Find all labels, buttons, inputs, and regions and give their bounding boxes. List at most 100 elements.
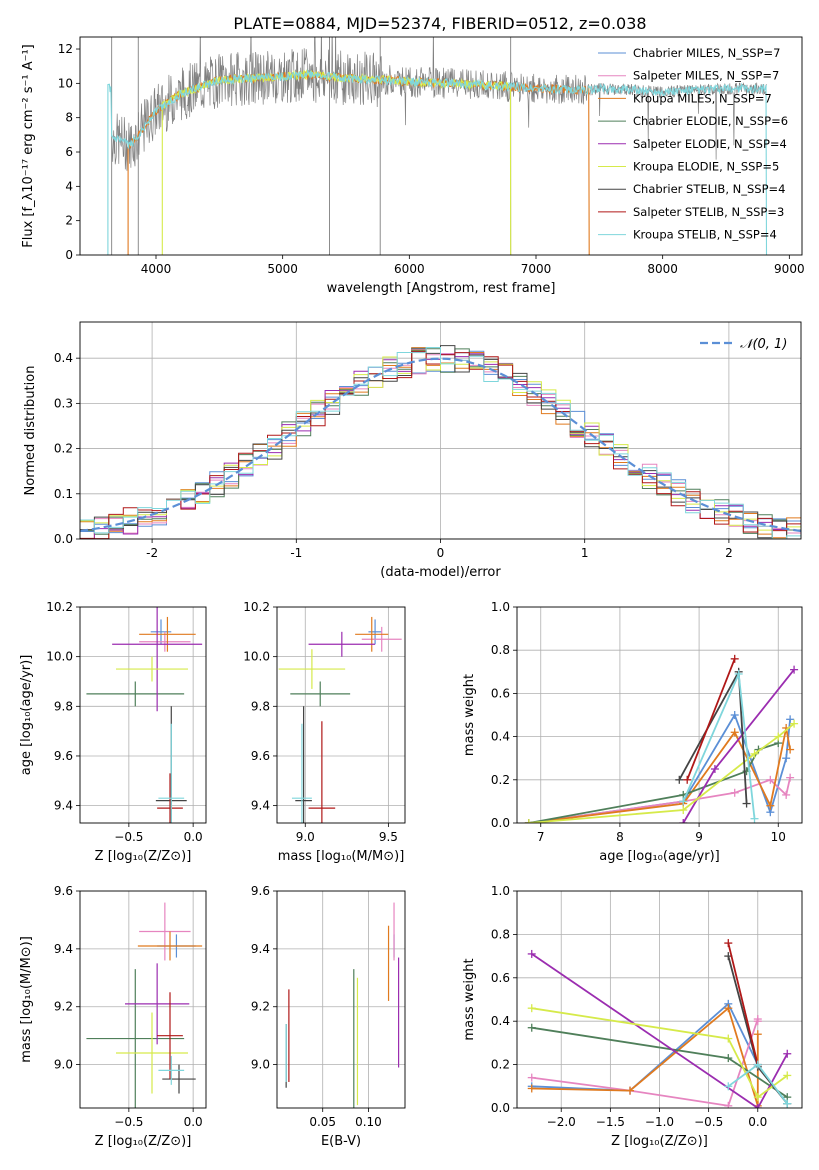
x-tick-label: 10 [771,830,786,844]
legend-normal: 𝒩(0, 1) [700,337,787,352]
x-tick-label: 7 [537,830,545,844]
errorbar-kroupa-elodie [116,1012,188,1094]
plot-area [517,607,802,823]
weight-marker-salpeter-stelib [730,654,739,663]
x-tick-label: 1 [581,546,589,560]
weight-marker-chabrier-stelib [742,799,751,808]
panel-residuals: -2 -1 0 1 2 0.0 0.1 0.2 0.3 0.4 (data-model)/error… [23,321,802,580]
y-tick-label: 0 [65,248,73,262]
y-tick-label: 9.2 [251,1000,270,1014]
axes-frame [79,321,802,540]
errorbar-salpeter-elodie [308,631,376,657]
legend-label-chabrier-stelib: Chabrier STELIB, N_SSP=4 [633,182,785,196]
y-tick-label: 0.0 [54,532,73,546]
errorbar-chabrier-stelib [162,1064,196,1094]
weight-line-salpeter-stelib [727,942,759,1065]
y-axis-label: Normed distribution [23,366,38,496]
x-tick-label: 0.10 [355,1115,382,1129]
y-tick-label: 10.2 [46,600,73,614]
y-tick-label: 10.2 [243,600,270,614]
weight-marker-chabrier-elodie [724,1054,733,1063]
x-tick-label: 9.0 [296,830,315,844]
x-axis-label: Z [log₁₀(Z/Z⊙)] [611,1134,708,1149]
y-tick-label: 0.2 [491,773,510,787]
weight-marker-salpeter-elodie [527,949,536,958]
y-axis-label: mass weight [462,958,477,1040]
errorbar-chabrier-miles [368,619,382,645]
y-tick-label: 8 [65,111,73,125]
y-tick-label: 9.6 [251,749,270,763]
y-tick-label: 9.2 [54,1000,73,1014]
x-tick-label: −1.5 [596,1115,625,1129]
x-axis-label: wavelength [Angstrom, rest frame] [327,281,556,296]
weight-marker-kroupa-stelib [750,814,759,823]
weight-marker-kroupa-miles [724,1004,733,1013]
weight-marker-kroupa-miles [626,1086,635,1095]
y-tick-label: 1.0 [491,600,510,614]
weight-marker-salpeter-miles [527,1073,536,1082]
y-axis-label: mass weight [462,674,477,756]
x-tick-label: 8000 [647,262,678,276]
weight-marker-salpeter-stelib [683,775,692,784]
y-tick-label: 12 [58,42,73,56]
axes-frame [276,606,406,824]
weight-marker-salpeter-miles [724,1101,733,1108]
x-tick-label: -1 [290,546,302,560]
y-tick-label: 9.0 [54,1058,73,1072]
legend-label-salpeter-stelib: Salpeter STELIB, N_SSP=3 [633,205,784,219]
errorbar-chabrier-elodie [290,681,351,707]
x-axis-label: Z [log₁₀(Z/Z⊙)] [95,849,192,864]
weight-marker-kroupa-elodie [774,732,783,741]
weight-marker-kroupa-miles [753,1030,762,1039]
weight-line-salpeter-elodie [531,953,789,1108]
y-tick-label: 9.8 [54,699,73,713]
x-tick-label: 9000 [774,262,805,276]
x-tick-label: 8 [616,830,624,844]
weight-marker-salpeter-miles [753,1017,762,1026]
x-tick-label: 6000 [394,262,425,276]
weight-marker-kroupa-miles [786,745,795,754]
errorbar-salpeter-elodie [125,963,190,1045]
x-tick-label: 7000 [521,262,552,276]
axes-frame [79,606,207,824]
y-tick-label: 4 [65,179,73,193]
plot-area [80,322,801,539]
weight-line-salpeter-stelib [686,658,736,781]
panel-mass-vs-EBV: 0.05 0.10 9.0 9.2 9.4 9.6 E(B-V) [251,884,406,1149]
weight-marker-kroupa-stelib [679,797,688,806]
weight-marker-kroupa-elodie [790,719,799,728]
errorbar-kroupa-miles [139,616,196,652]
weight-marker-salpeter-elodie [679,819,688,823]
axes-frame [276,890,406,1109]
y-tick-label: 10.0 [46,650,73,664]
y-tick-label: 0.6 [491,971,510,985]
panel-age-vs-mass: 9.0 9.5 9.4 9.6 9.8 10.0 10.2 mass [log₁₀(M/M⊙)… [243,600,406,864]
weight-marker-chabrier-miles [782,754,791,763]
y-tick-label: 0.2 [491,1058,510,1072]
errorbar-salpeter-elodie [112,607,203,712]
weight-marker-salpeter-miles [782,790,791,799]
errorbar-chabrier-elodie [86,681,185,707]
axes-frame [516,890,803,1109]
weight-marker-kroupa-stelib [734,669,743,678]
errorbar-salpeter-stelib [157,992,183,1080]
y-tick-label: 9.4 [251,799,270,813]
weight-marker-kroupa-elodie [783,1071,792,1080]
y-tick-label: 9.6 [251,884,270,898]
errorbar-chabrier-miles [150,619,172,645]
normal-curve [80,357,801,533]
y-tick-label: 0.4 [491,1014,510,1028]
weight-marker-kroupa-stelib [783,1099,792,1108]
panel-mass-vs-Z: −0.5 0.0 9.0 9.2 9.4 9.6 Z [log₁₀(Z/Z⊙)] mass [… [19,884,207,1149]
y-tick-label: 0.8 [491,643,510,657]
weight-marker-chabrier-miles [730,711,739,719]
y-tick-label: 1.0 [491,884,510,898]
x-axis-label: E(B-V) [321,1134,361,1149]
weight-marker-kroupa-elodie [753,1093,762,1102]
errorbar-salpeter-miles [139,631,191,652]
y-tick-label: 9.6 [54,749,73,763]
y-tick-label: 0.3 [54,396,73,410]
y-tick-label: 0.6 [491,686,510,700]
x-tick-label: 4000 [141,262,172,276]
weight-marker-kroupa-miles [527,1084,536,1093]
